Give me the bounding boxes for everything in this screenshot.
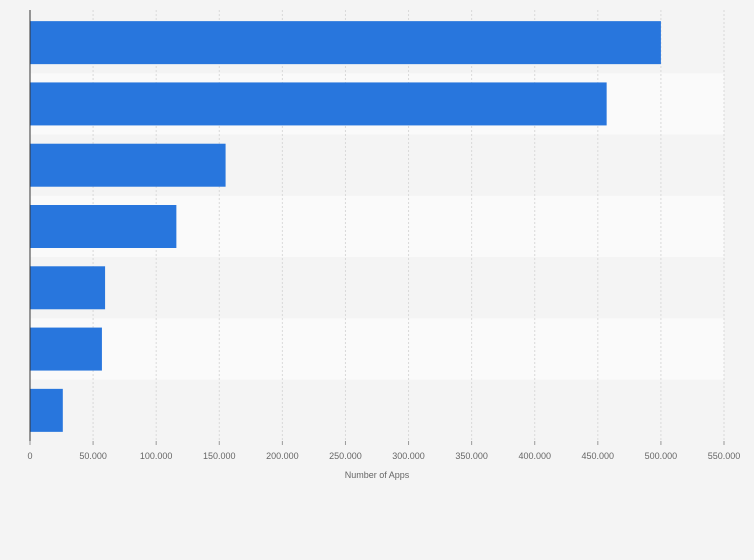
x-tick-label: 50.000 (79, 451, 107, 461)
bar[interactable] (30, 82, 607, 126)
bar[interactable] (30, 143, 226, 187)
x-tick-label: 350.000 (455, 451, 488, 461)
x-tick-label: 250.000 (329, 451, 362, 461)
x-tick-label: 450.000 (582, 451, 615, 461)
x-axis-title: Number of Apps (345, 470, 410, 480)
bar[interactable] (30, 205, 177, 248)
x-tick-label: 300.000 (392, 451, 425, 461)
row-band (30, 257, 724, 319)
row-band (30, 379, 724, 441)
x-tick-label: 150.000 (203, 451, 236, 461)
bar[interactable] (30, 266, 106, 310)
x-tick-label: 500.000 (645, 451, 678, 461)
x-tick-label: 0 (27, 451, 32, 461)
x-tick-label: 200.000 (266, 451, 299, 461)
bar[interactable] (30, 388, 63, 432)
bar[interactable] (30, 327, 102, 371)
bar[interactable] (30, 21, 661, 65)
row-band (30, 318, 724, 380)
x-tick-label: 400.000 (518, 451, 551, 461)
row-bands (30, 12, 724, 441)
bars (30, 21, 661, 432)
x-tick-label: 550.000 (708, 451, 741, 461)
x-tick-label: 100.000 (140, 451, 173, 461)
x-axis-ticks: 0 50.000 100.000 150.000 200.000 250.000 300.0… (27, 441, 740, 461)
